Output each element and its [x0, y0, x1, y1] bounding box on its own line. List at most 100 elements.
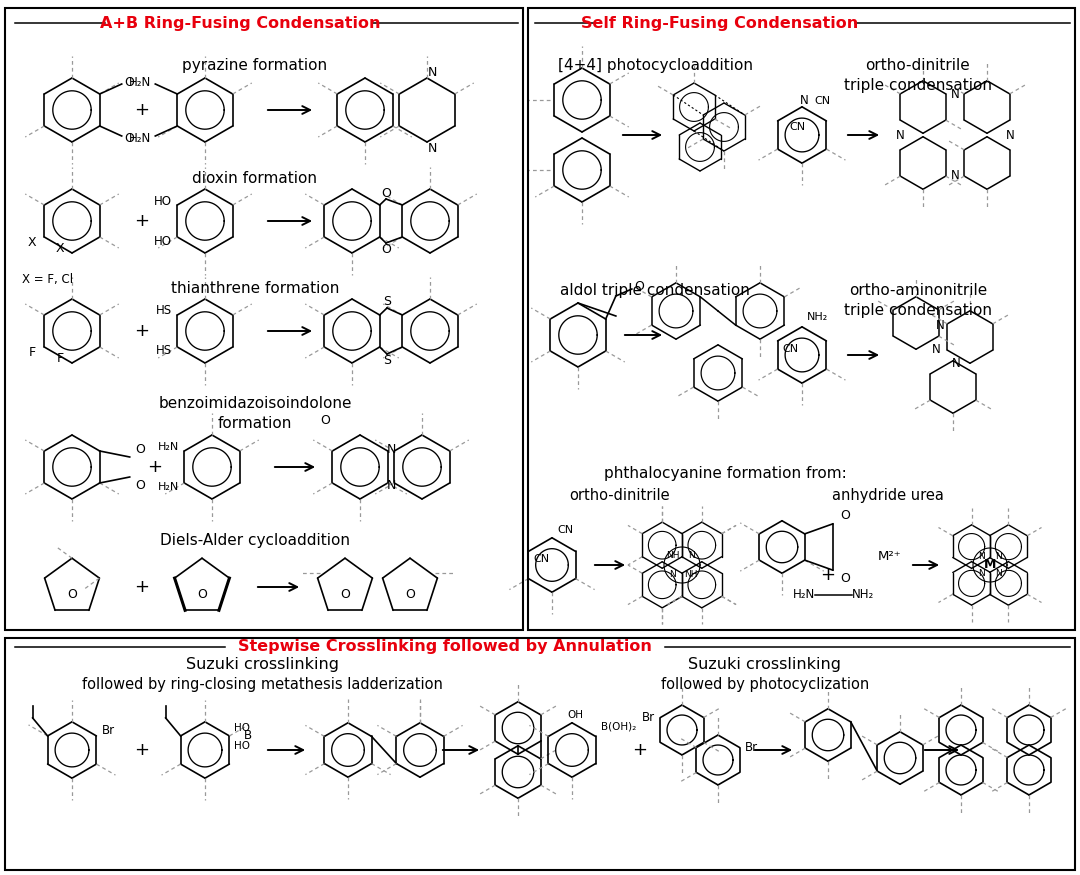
Text: H₂N: H₂N [793, 589, 815, 601]
Text: CN: CN [557, 525, 573, 535]
Text: anhydride urea: anhydride urea [832, 487, 944, 502]
Text: HO: HO [234, 741, 251, 751]
Text: B: B [243, 730, 252, 742]
Text: O: O [320, 414, 329, 426]
Text: ortho-dinitrile: ortho-dinitrile [569, 487, 671, 502]
Text: HS: HS [157, 304, 173, 318]
Text: +: + [135, 741, 149, 759]
Text: Suzuki crosslinking: Suzuki crosslinking [186, 657, 338, 673]
Text: triple condensation: triple condensation [843, 78, 993, 93]
Text: Diels-Alder cycloaddition: Diels-Alder cycloaddition [160, 533, 350, 548]
Text: HO: HO [154, 194, 173, 207]
Text: N: N [387, 443, 395, 456]
Text: +: + [821, 566, 836, 584]
Text: formation: formation [218, 416, 293, 430]
Text: benzoimidazoisoindolone: benzoimidazoisoindolone [159, 396, 352, 410]
Text: O: O [197, 589, 207, 601]
Text: N: N [951, 356, 960, 369]
Text: O: O [124, 75, 135, 88]
Text: HS: HS [157, 345, 173, 358]
Text: HO: HO [234, 723, 251, 733]
Text: X: X [28, 235, 37, 248]
Text: +: + [135, 322, 149, 340]
Text: NH₂: NH₂ [852, 589, 874, 601]
Text: +: + [135, 212, 149, 230]
Text: O: O [381, 186, 391, 200]
Text: N: N [932, 342, 941, 355]
Text: S: S [383, 295, 391, 307]
Text: F: F [57, 352, 64, 365]
Text: CN: CN [783, 344, 799, 354]
Text: CN: CN [534, 555, 550, 564]
Text: N: N [670, 570, 676, 578]
Text: H₂N: H₂N [158, 482, 179, 492]
Text: N: N [1005, 129, 1014, 142]
Text: +: + [148, 458, 162, 476]
Text: Br: Br [102, 724, 114, 738]
Text: Suzuki crosslinking: Suzuki crosslinking [689, 657, 841, 673]
Text: N: N [688, 551, 694, 560]
Text: O: O [840, 509, 851, 522]
Bar [5, 638, 1075, 870]
Text: N: N [950, 88, 959, 102]
Text: N: N [428, 142, 436, 155]
Text: X = F, Cl: X = F, Cl [22, 272, 73, 285]
Text: M²⁺: M²⁺ [878, 550, 902, 564]
Text: +: + [135, 101, 149, 119]
Text: Br: Br [744, 741, 758, 754]
Text: N: N [978, 569, 985, 578]
Text: O: O [840, 571, 851, 584]
Text: N: N [895, 129, 904, 142]
Text: followed by photocyclization: followed by photocyclization [661, 677, 869, 692]
Text: O: O [136, 479, 146, 492]
Text: N: N [387, 479, 395, 492]
Text: pyrazine formation: pyrazine formation [183, 58, 327, 73]
Text: N: N [978, 552, 985, 561]
Bar [528, 8, 1075, 630]
Text: Br: Br [643, 711, 656, 724]
Text: H₂N: H₂N [129, 131, 151, 144]
Text: NH: NH [666, 551, 679, 560]
Text: O: O [136, 443, 146, 456]
Text: [4+4] photocycloaddition: [4+4] photocycloaddition [557, 58, 753, 73]
Text: N: N [428, 66, 436, 79]
Text: dioxin formation: dioxin formation [192, 171, 318, 186]
Text: O: O [381, 242, 391, 256]
Text: HO: HO [154, 234, 173, 248]
Text: N: N [935, 318, 944, 332]
Text: N: N [996, 552, 1002, 561]
Text: triple condensation: triple condensation [843, 303, 993, 318]
Text: ortho-dinitrile: ortho-dinitrile [866, 58, 970, 73]
Text: X: X [55, 242, 64, 255]
Text: M: M [984, 558, 996, 571]
Text: O: O [634, 279, 644, 292]
Text: thianthrene formation: thianthrene formation [171, 281, 339, 296]
Bar [5, 8, 523, 630]
Text: S: S [383, 354, 391, 367]
Text: +: + [633, 741, 648, 759]
Text: ortho-aminonitrile: ortho-aminonitrile [849, 283, 987, 298]
Text: aldol triple condensation: aldol triple condensation [561, 283, 750, 298]
Text: NH: NH [685, 570, 698, 578]
Text: O: O [124, 131, 135, 144]
Text: F: F [29, 346, 37, 359]
Text: A+B Ring-Fusing Condensation: A+B Ring-Fusing Condensation [99, 16, 380, 31]
Text: CN: CN [789, 122, 806, 132]
Text: H₂N: H₂N [158, 442, 179, 452]
Text: Self Ring-Fusing Condensation: Self Ring-Fusing Condensation [581, 16, 859, 31]
Text: CN: CN [814, 96, 831, 106]
Text: N: N [996, 569, 1002, 578]
Text: N: N [950, 169, 959, 181]
Text: O: O [67, 589, 77, 601]
Text: phthalocyanine formation from:: phthalocyanine formation from: [604, 466, 847, 480]
Text: N: N [799, 94, 808, 108]
Text: O: O [340, 589, 350, 601]
Text: B(OH)₂: B(OH)₂ [600, 721, 636, 732]
Text: OH: OH [567, 710, 583, 720]
Text: NH₂: NH₂ [807, 312, 828, 322]
Text: H₂N: H₂N [129, 75, 151, 88]
Text: followed by ring-closing metathesis ladderization: followed by ring-closing metathesis ladd… [82, 677, 443, 692]
Text: O: O [405, 589, 415, 601]
Text: Stepwise Crosslinking followed by Annulation: Stepwise Crosslinking followed by Annula… [238, 640, 652, 654]
Text: +: + [135, 578, 149, 596]
